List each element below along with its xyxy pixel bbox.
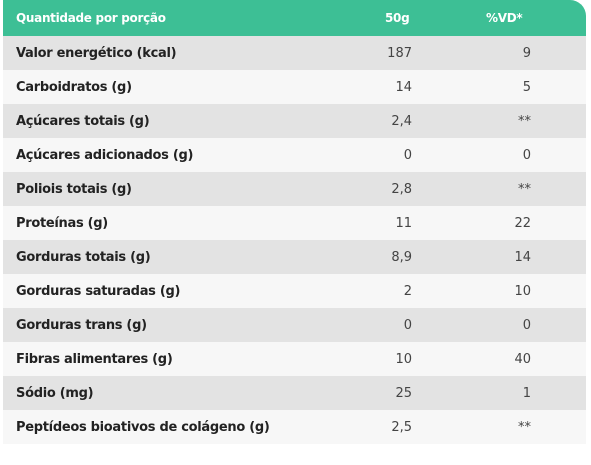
table-row: Açúcares totais (g) 2,4 ** — [3, 104, 586, 138]
row-daily-value: 10 — [514, 284, 531, 299]
row-label: Açúcares totais (g) — [16, 114, 150, 129]
row-daily-value: 40 — [514, 352, 531, 367]
row-value: 11 — [395, 216, 412, 231]
header-daily-value: %VD* — [486, 11, 523, 25]
row-label: Fibras alimentares (g) — [16, 352, 173, 367]
row-label: Peptídeos bioativos de colágeno (g) — [16, 420, 270, 435]
row-value: 2,5 — [391, 420, 412, 435]
row-label: Gorduras trans (g) — [16, 318, 147, 333]
row-daily-value: 0 — [522, 148, 531, 163]
row-daily-value: ** — [518, 420, 531, 435]
row-label: Gorduras saturadas (g) — [16, 284, 181, 299]
row-label: Açúcares adicionados (g) — [16, 148, 194, 163]
nutrition-table: Quantidade por porção 50g %VD* Valor ene… — [3, 0, 586, 444]
row-daily-value: 0 — [522, 318, 531, 333]
table-row: Peptídeos bioativos de colágeno (g) 2,5 … — [3, 410, 586, 444]
row-value: 0 — [403, 318, 412, 333]
table-row: Valor energético (kcal) 187 9 — [3, 36, 586, 70]
row-label: Carboidratos (g) — [16, 80, 132, 95]
row-daily-value: 5 — [522, 80, 531, 95]
row-value: 25 — [395, 386, 412, 401]
row-label: Sódio (mg) — [16, 386, 94, 401]
table-header: Quantidade por porção 50g %VD* — [3, 0, 586, 36]
table-row: Fibras alimentares (g) 10 40 — [3, 342, 586, 376]
table-row: Poliois totais (g) 2,8 ** — [3, 172, 586, 206]
row-label: Proteínas (g) — [16, 216, 108, 231]
row-value: 14 — [395, 80, 412, 95]
row-label: Valor energético (kcal) — [16, 46, 177, 61]
row-value: 10 — [395, 352, 412, 367]
row-daily-value: 1 — [522, 386, 531, 401]
table-row: Carboidratos (g) 14 5 — [3, 70, 586, 104]
row-value: 0 — [403, 148, 412, 163]
row-daily-value: 9 — [522, 46, 531, 61]
row-daily-value: 14 — [514, 250, 531, 265]
row-value: 187 — [387, 46, 412, 61]
row-label: Poliois totais (g) — [16, 182, 132, 197]
table-row: Açúcares adicionados (g) 0 0 — [3, 138, 586, 172]
row-value: 8,9 — [391, 250, 412, 265]
header-amount: 50g — [385, 11, 410, 25]
row-label: Gorduras totais (g) — [16, 250, 151, 265]
table-row: Proteínas (g) 11 22 — [3, 206, 586, 240]
table-row: Sódio (mg) 25 1 — [3, 376, 586, 410]
header-serving-label: Quantidade por porção — [16, 11, 166, 25]
table-row: Gorduras totais (g) 8,9 14 — [3, 240, 586, 274]
row-daily-value: 22 — [514, 216, 531, 231]
row-daily-value: ** — [518, 182, 531, 197]
row-value: 2 — [403, 284, 412, 299]
table-row: Gorduras saturadas (g) 2 10 — [3, 274, 586, 308]
row-value: 2,8 — [391, 182, 412, 197]
row-daily-value: ** — [518, 114, 531, 129]
table-row: Gorduras trans (g) 0 0 — [3, 308, 586, 342]
row-value: 2,4 — [391, 114, 412, 129]
